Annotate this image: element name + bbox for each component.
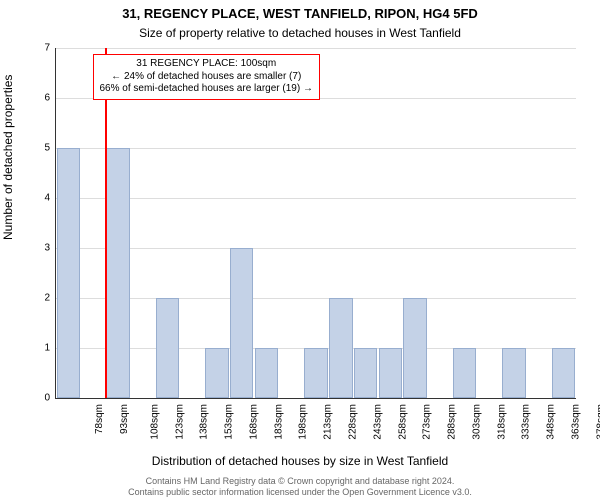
histogram-bar: [304, 348, 328, 398]
histogram-bar: [255, 348, 279, 398]
gridline: [56, 248, 576, 249]
x-axis-label: Distribution of detached houses by size …: [0, 454, 600, 468]
x-tick-label: 213sqm: [323, 404, 334, 440]
plot-area: 0123456778sqm93sqm108sqm123sqm138sqm153s…: [55, 48, 576, 399]
histogram-bar: [106, 148, 130, 398]
gridline: [56, 198, 576, 199]
y-tick-label: 7: [32, 43, 50, 54]
annotation-box: 31 REGENCY PLACE: 100sqm← 24% of detache…: [93, 54, 320, 100]
y-tick-label: 4: [32, 193, 50, 204]
x-tick-label: 108sqm: [149, 404, 160, 440]
y-tick-label: 1: [32, 343, 50, 354]
histogram-bar: [205, 348, 229, 398]
x-tick-label: 93sqm: [119, 404, 130, 434]
histogram-bar: [453, 348, 477, 398]
gridline: [56, 298, 576, 299]
x-tick-label: 288sqm: [447, 404, 458, 440]
chart-title: 31, REGENCY PLACE, WEST TANFIELD, RIPON,…: [0, 6, 600, 21]
x-tick-label: 153sqm: [224, 404, 235, 440]
histogram-bar: [230, 248, 254, 398]
x-tick-label: 78sqm: [94, 404, 105, 434]
y-axis-label: Number of detached properties: [1, 75, 15, 240]
x-tick-label: 168sqm: [249, 404, 260, 440]
histogram-bar: [379, 348, 403, 398]
x-tick-label: 258sqm: [397, 404, 408, 440]
x-tick-label: 183sqm: [273, 404, 284, 440]
x-tick-label: 318sqm: [496, 404, 507, 440]
gridline: [56, 48, 576, 49]
highlight-marker-line: [105, 48, 107, 398]
histogram-bar: [403, 298, 427, 398]
annotation-line1: 31 REGENCY PLACE: 100sqm: [100, 58, 313, 71]
x-tick-label: 123sqm: [174, 404, 185, 440]
histogram-bar: [502, 348, 526, 398]
annotation-line2: ← 24% of detached houses are smaller (7): [100, 71, 313, 84]
x-tick-label: 333sqm: [521, 404, 532, 440]
histogram-bar: [156, 298, 180, 398]
x-tick-label: 198sqm: [298, 404, 309, 440]
annotation-line3: 66% of semi-detached houses are larger (…: [100, 83, 313, 96]
histogram-bar: [57, 148, 81, 398]
x-tick-label: 378sqm: [595, 404, 600, 440]
y-tick-label: 3: [32, 243, 50, 254]
x-tick-label: 273sqm: [422, 404, 433, 440]
y-tick-label: 5: [32, 143, 50, 154]
y-tick-label: 0: [32, 393, 50, 404]
x-tick-label: 363sqm: [570, 404, 581, 440]
gridline: [56, 148, 576, 149]
footer-line2: Contains public sector information licen…: [0, 487, 600, 498]
x-tick-label: 303sqm: [471, 404, 482, 440]
histogram-bar: [552, 348, 576, 398]
histogram-bar: [329, 298, 353, 398]
histogram-bar: [354, 348, 378, 398]
chart-subtitle: Size of property relative to detached ho…: [0, 26, 600, 40]
x-tick-label: 243sqm: [372, 404, 383, 440]
y-tick-label: 6: [32, 93, 50, 104]
chart-footer: Contains HM Land Registry data © Crown c…: [0, 476, 600, 498]
footer-line1: Contains HM Land Registry data © Crown c…: [0, 476, 600, 487]
y-tick-label: 2: [32, 293, 50, 304]
x-tick-label: 138sqm: [199, 404, 210, 440]
chart-container: 31, REGENCY PLACE, WEST TANFIELD, RIPON,…: [0, 0, 600, 500]
x-tick-label: 228sqm: [348, 404, 359, 440]
x-tick-label: 348sqm: [546, 404, 557, 440]
